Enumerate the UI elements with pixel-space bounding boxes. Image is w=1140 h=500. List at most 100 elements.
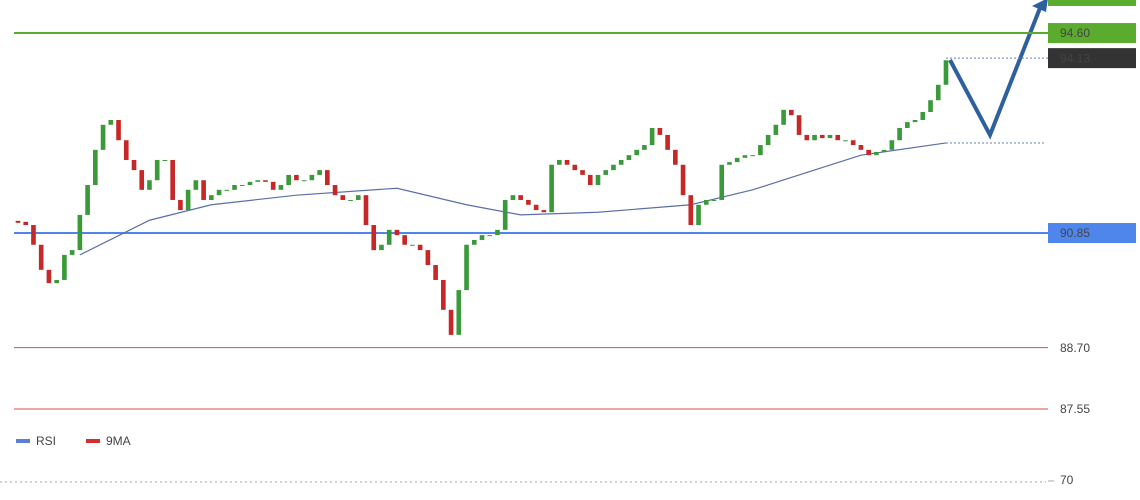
candle <box>371 225 377 251</box>
candle <box>363 195 369 226</box>
level-label: 87.55 <box>1060 402 1090 416</box>
candle <box>62 254 67 280</box>
candle <box>835 134 841 141</box>
candle <box>170 159 175 200</box>
candle <box>355 195 361 200</box>
candle <box>201 180 206 200</box>
candle <box>100 124 106 150</box>
candle <box>943 60 949 85</box>
candle <box>626 155 632 160</box>
candle <box>147 180 152 190</box>
candle <box>572 164 578 171</box>
candle <box>696 204 701 226</box>
candle <box>139 170 145 190</box>
candle <box>294 174 299 181</box>
candle <box>325 170 330 186</box>
candle <box>77 214 83 251</box>
candle <box>332 185 338 196</box>
candle <box>433 265 438 280</box>
legend-label: 9MA <box>106 434 131 448</box>
candle <box>587 174 593 186</box>
candle <box>866 149 871 156</box>
candle <box>897 127 902 141</box>
candle <box>850 140 856 146</box>
candle <box>773 124 779 135</box>
projection-arrow <box>948 7 1042 140</box>
candle <box>758 145 763 156</box>
candle <box>765 134 771 146</box>
candle <box>417 244 423 251</box>
candle <box>781 109 786 125</box>
candle <box>239 185 245 187</box>
candle <box>642 145 647 150</box>
candle <box>340 195 346 200</box>
candle <box>193 180 199 190</box>
candle <box>928 100 933 112</box>
candle <box>224 189 230 191</box>
level-label: 94.13 <box>1060 51 1090 65</box>
candle <box>216 189 222 196</box>
candle <box>889 140 895 150</box>
arrow-head <box>1032 0 1048 12</box>
candle <box>178 199 183 211</box>
candle <box>719 164 725 200</box>
rsi-tick-label: 70 <box>1060 473 1074 487</box>
candle <box>858 145 864 150</box>
candle <box>487 235 493 237</box>
candle <box>93 149 98 186</box>
candle <box>611 164 616 171</box>
candle <box>448 309 454 335</box>
candle <box>905 122 910 128</box>
candle <box>247 181 253 186</box>
candle <box>471 239 477 245</box>
level-label: 90.85 <box>1060 226 1090 240</box>
candle <box>688 195 694 226</box>
candle <box>108 119 114 125</box>
candle <box>270 181 276 190</box>
top-box <box>1048 0 1136 6</box>
candle <box>789 109 794 116</box>
candle <box>827 134 833 139</box>
candle <box>819 134 825 139</box>
candle <box>85 185 90 215</box>
candle <box>680 164 686 196</box>
candle <box>510 195 516 200</box>
candle <box>920 111 926 120</box>
candle <box>533 204 539 211</box>
candle <box>526 199 531 205</box>
candle <box>843 140 848 142</box>
candle <box>394 229 400 236</box>
candle <box>549 164 554 213</box>
candle <box>301 180 307 182</box>
candle <box>912 119 918 123</box>
candle <box>742 155 748 158</box>
candle <box>348 199 353 201</box>
candle <box>649 127 655 146</box>
level-label: 88.70 <box>1060 341 1090 355</box>
level-box <box>1048 23 1136 44</box>
candle <box>456 290 462 335</box>
candle <box>657 127 663 135</box>
candle <box>309 174 315 181</box>
candle <box>116 119 121 141</box>
candle <box>185 189 191 211</box>
candle <box>874 151 879 156</box>
candle <box>479 235 485 240</box>
candle <box>317 170 322 175</box>
candle <box>263 180 268 182</box>
candle <box>634 149 639 156</box>
candle <box>464 244 469 291</box>
candle <box>557 159 562 165</box>
candle <box>38 244 44 270</box>
candle <box>69 250 75 255</box>
candle <box>673 149 678 165</box>
candle <box>162 159 168 161</box>
candle <box>518 195 523 200</box>
candle <box>154 159 160 181</box>
candle <box>23 221 29 226</box>
candle <box>881 149 887 152</box>
candle <box>502 199 508 230</box>
candle <box>441 279 446 310</box>
candle <box>131 159 137 171</box>
